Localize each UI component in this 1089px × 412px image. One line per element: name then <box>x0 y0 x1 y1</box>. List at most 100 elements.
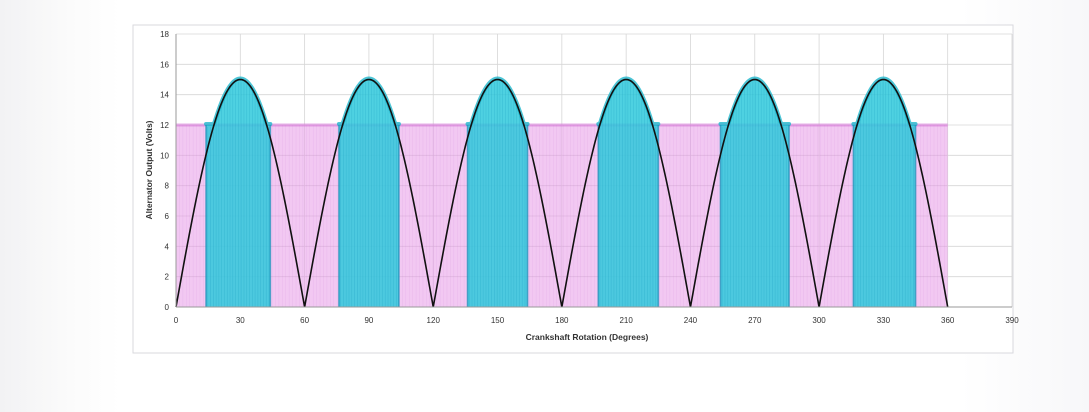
x-tick-label: 90 <box>364 316 373 325</box>
data-point <box>422 247 423 248</box>
data-point <box>529 146 530 147</box>
data-point <box>229 86 230 87</box>
x-tick-label: 120 <box>427 316 441 325</box>
cyan-region-1 <box>206 79 271 307</box>
y-tick-label: 18 <box>160 30 169 39</box>
y-tick-label: 2 <box>165 273 170 282</box>
x-tick-label: 360 <box>941 316 955 325</box>
data-point <box>283 193 284 194</box>
data-point <box>411 193 412 194</box>
data-point <box>186 247 187 248</box>
data-point <box>593 146 594 147</box>
data-point <box>240 79 241 80</box>
data-point <box>786 146 787 147</box>
data-point <box>722 146 723 147</box>
cyan-region-6 <box>853 79 916 307</box>
pink-shading <box>175 123 948 307</box>
data-point <box>926 193 927 194</box>
cyan-region-3 <box>467 79 528 307</box>
x-tick-label: 30 <box>236 316 245 325</box>
data-point <box>518 109 519 110</box>
data-point <box>368 79 369 80</box>
data-point <box>197 193 198 194</box>
cyan-shading <box>204 76 918 307</box>
data-point <box>626 79 627 80</box>
data-point <box>754 79 755 80</box>
cyan-region-5 <box>720 79 790 307</box>
data-point <box>904 109 905 110</box>
data-point <box>358 86 359 87</box>
data-point <box>701 247 702 248</box>
y-tick-label: 12 <box>160 121 169 130</box>
x-tick-label: 240 <box>684 316 698 325</box>
data-point <box>497 79 498 80</box>
data-point <box>465 146 466 147</box>
data-point <box>540 193 541 194</box>
data-point <box>315 247 316 248</box>
x-tick-label: 390 <box>1005 316 1019 325</box>
data-point <box>883 79 884 80</box>
data-point <box>551 247 552 248</box>
data-point <box>851 146 852 147</box>
cyan-region-2 <box>338 79 399 307</box>
data-point <box>647 109 648 110</box>
data-point <box>208 146 209 147</box>
x-tick-label: 330 <box>877 316 891 325</box>
data-point <box>572 247 573 248</box>
data-point <box>583 193 584 194</box>
y-tick-label: 6 <box>165 212 170 221</box>
data-point <box>668 193 669 194</box>
data-point <box>840 193 841 194</box>
x-tick-label: 0 <box>174 316 179 325</box>
x-axis-title: Crankshaft Rotation (Degrees) <box>526 332 649 342</box>
pink-region <box>176 125 948 307</box>
data-point <box>733 109 734 110</box>
y-tick-label: 14 <box>160 91 169 100</box>
x-tick-label: 270 <box>748 316 762 325</box>
y-tick-label: 10 <box>160 151 169 160</box>
data-point <box>776 109 777 110</box>
y-tick-label: 16 <box>160 60 169 69</box>
data-point <box>861 109 862 110</box>
data-point <box>336 146 337 147</box>
data-point <box>636 86 637 87</box>
x-tick-label: 150 <box>491 316 505 325</box>
x-tick-label: 180 <box>555 316 569 325</box>
data-point <box>658 146 659 147</box>
data-point <box>679 247 680 248</box>
data-point <box>936 247 937 248</box>
data-point <box>390 109 391 110</box>
data-point <box>743 86 744 87</box>
data-point <box>443 247 444 248</box>
tick-labels: 0 30 60 90 120 150 180 210 240 270 300 330 360 390 0 2 4… <box>160 30 1019 325</box>
data-point <box>915 146 916 147</box>
y-tick-label: 4 <box>165 242 170 251</box>
data-point <box>615 86 616 87</box>
axes <box>175 34 1012 308</box>
data-point <box>711 193 712 194</box>
data-point <box>508 86 509 87</box>
data-point <box>293 247 294 248</box>
data-point <box>797 193 798 194</box>
data-point <box>379 86 380 87</box>
data-point <box>347 109 348 110</box>
data-point <box>872 86 873 87</box>
x-tick-label: 300 <box>812 316 826 325</box>
x-tick-label: 210 <box>619 316 633 325</box>
cyan-region-4 <box>598 79 659 307</box>
data-point <box>261 109 262 110</box>
data-point <box>400 146 401 147</box>
data-point <box>829 247 830 248</box>
y-axis-title: Alternator Output (Volts) <box>144 120 154 219</box>
data-point <box>476 109 477 110</box>
x-tick-label: 60 <box>300 316 309 325</box>
y-tick-label: 0 <box>165 303 170 312</box>
data-point <box>218 109 219 110</box>
data-point <box>765 86 766 87</box>
data-point <box>272 146 273 147</box>
data-point <box>454 193 455 194</box>
data-point <box>604 109 605 110</box>
data-point <box>325 193 326 194</box>
